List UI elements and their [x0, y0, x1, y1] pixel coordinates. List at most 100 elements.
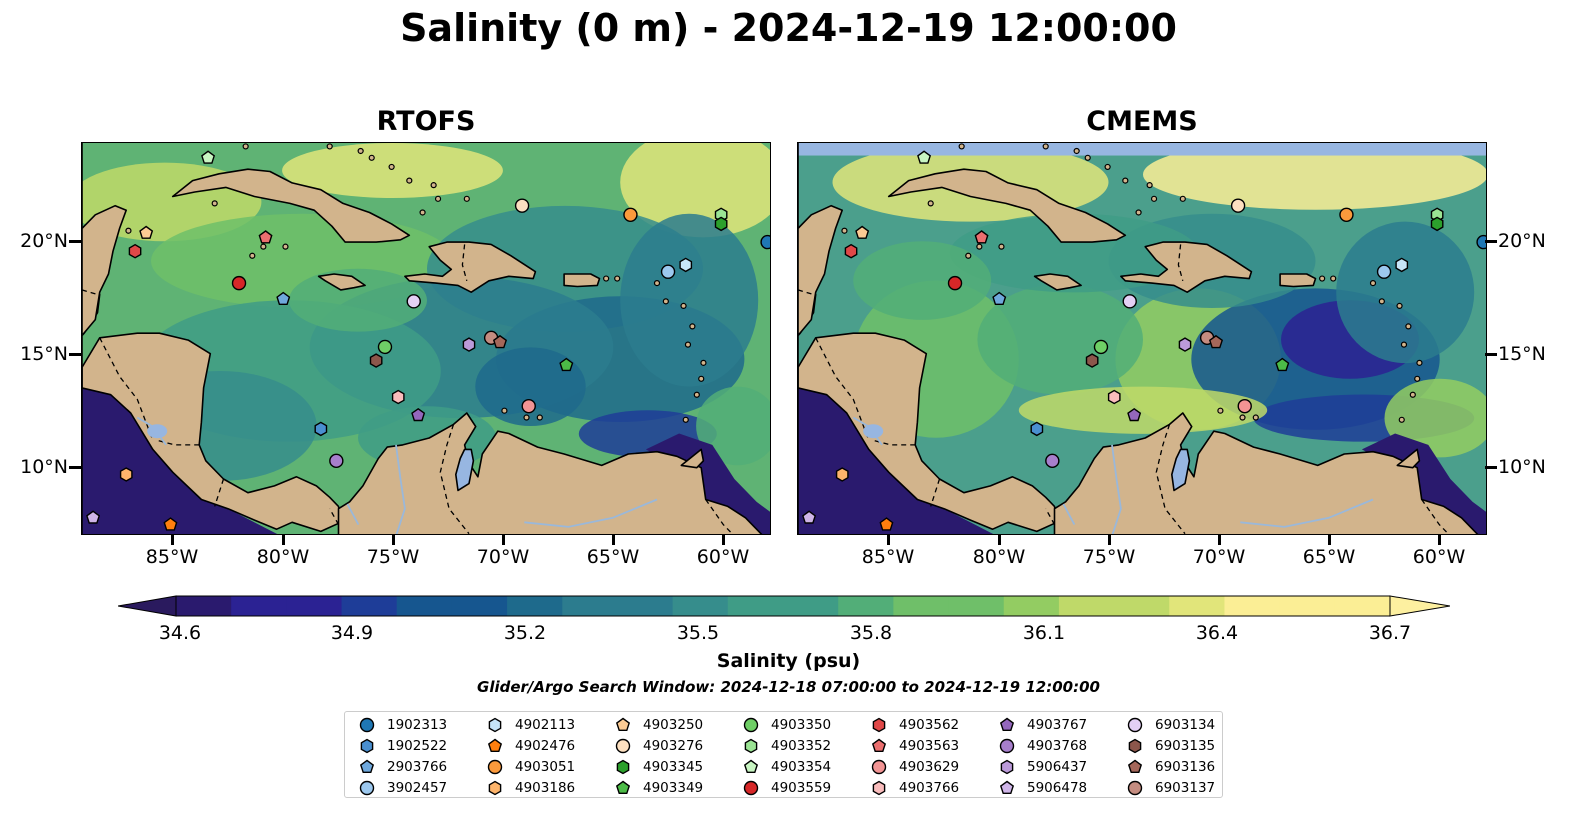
- float-marker-5906437[interactable]: [462, 337, 476, 352]
- float-marker-4903768[interactable]: [329, 453, 344, 469]
- colorbar: [118, 595, 1450, 617]
- float-marker-3902457[interactable]: [660, 264, 676, 279]
- float-marker-4903766[interactable]: [391, 389, 405, 405]
- pentagon-marker-icon[interactable]: [1127, 759, 1143, 773]
- legend-item-5906478: 5906478: [997, 777, 1087, 798]
- legend-label: 3902457: [387, 779, 448, 796]
- circle-marker-icon[interactable]: [487, 759, 503, 774]
- float-marker-4903766[interactable]: [1107, 389, 1121, 405]
- float-marker-4903276[interactable]: [514, 198, 530, 213]
- float-marker-4903276[interactable]: [1230, 198, 1246, 213]
- float-marker-4903350[interactable]: [377, 339, 393, 355]
- hexagon-marker-icon[interactable]: [360, 738, 374, 753]
- panel-title-rtofs: RTOFS: [376, 106, 476, 137]
- float-marker-4902113[interactable]: [1395, 257, 1409, 273]
- figure-title: Salinity (0 m) - 2024-12-19 12:00:00: [400, 6, 1177, 50]
- float-marker-4903250[interactable]: [139, 225, 154, 239]
- map-cmems[interactable]: [797, 142, 1487, 535]
- hexagon-marker-icon[interactable]: [1000, 759, 1014, 774]
- colorbar-tick-label: 35.5: [676, 622, 720, 644]
- float-marker-2903766[interactable]: [276, 291, 291, 306]
- float-marker-4903767[interactable]: [1127, 407, 1142, 422]
- float-marker-4903629[interactable]: [1237, 398, 1252, 414]
- float-marker-4903051[interactable]: [1339, 207, 1354, 222]
- circle-marker-icon[interactable]: [871, 759, 887, 774]
- float-marker-4903051[interactable]: [623, 207, 638, 222]
- legend-label: 4903767: [1027, 716, 1088, 733]
- float-marker-1902522[interactable]: [314, 421, 328, 437]
- float-marker-4902113[interactable]: [679, 257, 693, 273]
- colorbar-tick-label: 35.8: [849, 622, 893, 644]
- legend-item-4903766: 4903766: [869, 777, 959, 798]
- float-marker-4903186[interactable]: [835, 467, 849, 482]
- float-marker-6903134[interactable]: [406, 294, 421, 309]
- float-marker-5906478[interactable]: [86, 510, 101, 524]
- lon-tick-label: 65°W: [1302, 546, 1356, 568]
- float-marker-4903354[interactable]: [201, 150, 216, 164]
- float-marker-4903562[interactable]: [844, 243, 858, 259]
- float-marker-6903136[interactable]: [492, 334, 508, 349]
- circle-marker-icon[interactable]: [615, 738, 631, 753]
- pentagon-marker-icon[interactable]: [871, 738, 887, 752]
- circle-marker-icon[interactable]: [743, 780, 759, 795]
- float-marker-1902313[interactable]: [760, 234, 771, 250]
- circle-marker-icon[interactable]: [999, 738, 1015, 753]
- circle-marker-icon[interactable]: [359, 780, 375, 795]
- float-marker-6903135[interactable]: [1085, 353, 1099, 368]
- circle-marker-icon[interactable]: [743, 717, 759, 732]
- hexagon-marker-icon[interactable]: [616, 759, 630, 774]
- hexagon-marker-icon[interactable]: [744, 738, 758, 753]
- float-marker-4903559[interactable]: [947, 275, 963, 291]
- map-rtofs[interactable]: [81, 142, 771, 535]
- hexagon-marker-icon[interactable]: [872, 780, 886, 795]
- float-marker-4903186[interactable]: [119, 467, 133, 482]
- pentagon-marker-icon[interactable]: [743, 759, 759, 773]
- float-marker-4903563[interactable]: [974, 230, 989, 244]
- pentagon-marker-icon[interactable]: [487, 738, 503, 752]
- float-marker-4903354[interactable]: [917, 150, 932, 164]
- float-marker-4903768[interactable]: [1045, 453, 1060, 469]
- tick-mark: [502, 535, 505, 545]
- float-marker-6903136[interactable]: [1208, 334, 1224, 349]
- hexagon-marker-icon[interactable]: [488, 717, 502, 732]
- colorbar-tick-label: 36.4: [1195, 622, 1239, 644]
- pentagon-marker-icon[interactable]: [999, 717, 1015, 731]
- float-marker-4903349[interactable]: [559, 357, 574, 372]
- float-marker-4903345[interactable]: [714, 216, 728, 232]
- circle-marker-icon[interactable]: [359, 717, 375, 732]
- circle-marker-icon[interactable]: [1127, 780, 1143, 795]
- float-marker-4903563[interactable]: [258, 230, 273, 244]
- float-marker-4903629[interactable]: [521, 398, 536, 414]
- float-marker-4902476[interactable]: [163, 517, 178, 531]
- hexagon-marker-icon[interactable]: [1128, 738, 1142, 753]
- hexagon-marker-icon[interactable]: [872, 717, 886, 732]
- float-marker-1902522[interactable]: [1030, 421, 1044, 437]
- float-marker-4903345[interactable]: [1430, 216, 1444, 232]
- float-marker-1902313[interactable]: [1476, 234, 1487, 250]
- float-marker-2903766[interactable]: [992, 291, 1007, 306]
- pentagon-marker-icon[interactable]: [615, 717, 631, 731]
- pentagon-marker-icon[interactable]: [615, 780, 631, 794]
- pentagon-marker-icon[interactable]: [359, 759, 375, 773]
- hexagon-marker-icon[interactable]: [488, 780, 502, 795]
- circle-marker-icon[interactable]: [1127, 717, 1143, 732]
- legend-item-6903134: 6903134: [1125, 714, 1215, 735]
- float-marker-4903349[interactable]: [1275, 357, 1290, 372]
- float-marker-6903135[interactable]: [369, 353, 383, 368]
- lat-tick-label: 15°N: [1498, 343, 1546, 365]
- lon-tick-label: 80°W: [256, 546, 310, 568]
- float-marker-4903562[interactable]: [128, 243, 142, 259]
- legend-item-4903354: 4903354: [741, 756, 831, 777]
- float-marker-4903350[interactable]: [1093, 339, 1109, 355]
- float-marker-3902457[interactable]: [1376, 264, 1392, 279]
- float-marker-4902476[interactable]: [879, 517, 894, 531]
- float-marker-6903134[interactable]: [1122, 294, 1137, 309]
- float-marker-4903767[interactable]: [411, 407, 426, 422]
- pentagon-marker-icon[interactable]: [999, 780, 1015, 794]
- float-marker-4903250[interactable]: [855, 225, 870, 239]
- float-marker-4903559[interactable]: [231, 275, 247, 291]
- legend-label: 5906437: [1027, 758, 1088, 775]
- float-marker-5906478[interactable]: [802, 510, 817, 524]
- colorbar-tick-label: 34.6: [158, 622, 202, 644]
- float-marker-5906437[interactable]: [1178, 337, 1192, 352]
